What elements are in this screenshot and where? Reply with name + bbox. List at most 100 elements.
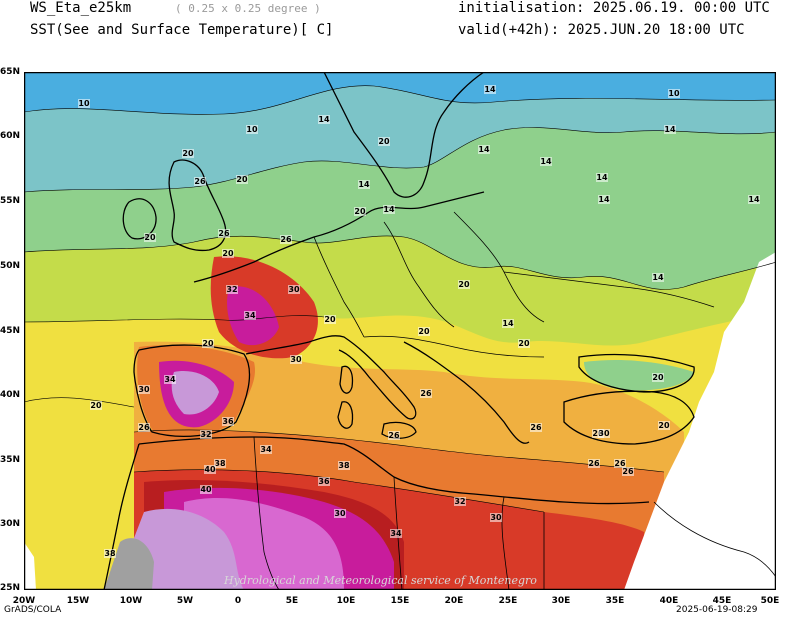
contour-label-bg	[222, 417, 234, 426]
contour-label-bg	[78, 99, 90, 108]
contour-label-bg	[334, 509, 346, 518]
field-iberia-core	[171, 371, 219, 415]
contour-label-bg	[90, 401, 102, 410]
contour-label-bg	[236, 175, 248, 184]
contour-label-bg	[260, 445, 272, 454]
contour-label-bg	[280, 235, 292, 244]
contour-label-bg	[200, 485, 212, 494]
contour-label: 30	[288, 285, 300, 294]
contour-label: 20	[418, 327, 430, 336]
contour-label: 20	[458, 280, 470, 289]
contour-label: 20	[378, 137, 390, 146]
contour-label: 26	[614, 459, 626, 468]
lon-label-45e: 45E	[712, 596, 732, 606]
contour-label: 38	[104, 549, 116, 558]
contour-label-bg	[598, 429, 610, 438]
contour-label: 20	[652, 373, 664, 382]
lat-label-60n: 60N	[0, 131, 21, 141]
contours	[24, 85, 776, 513]
contour-label: 10	[668, 89, 680, 98]
field-band-lt10	[24, 72, 776, 115]
contour-label: 26	[138, 423, 150, 432]
contour-label-bg	[214, 459, 226, 468]
contour-label-bg	[318, 115, 330, 124]
contour-label-bg	[383, 205, 395, 214]
contour-label-bg	[622, 467, 634, 476]
contour-label-bg	[182, 149, 194, 158]
contour-label: 20	[354, 207, 366, 216]
contour-label-bg	[226, 285, 238, 294]
contour-label: 14	[478, 145, 490, 154]
contour-label-bg	[490, 513, 502, 522]
country-borders	[253, 211, 776, 590]
contour-label: 26	[194, 177, 206, 186]
contour-label-bg	[614, 459, 626, 468]
contour-label-bg	[664, 125, 676, 134]
model-title: WS_Eta_e25km	[30, 0, 132, 16]
contour-label-bg	[324, 315, 336, 324]
lon-label-0: 0	[234, 596, 242, 606]
lat-label-30n: 30N	[0, 519, 21, 529]
lon-label-35e: 35E	[605, 596, 625, 606]
field-title: SST(See and Surface Temperature)[ C]	[30, 22, 334, 38]
lat-label-40n: 40N	[0, 390, 21, 400]
contour-label-bg	[748, 195, 760, 204]
lat-label-50n: 50N	[0, 261, 21, 271]
contour-label-bg	[484, 85, 496, 94]
lon-label-15e: 15E	[390, 596, 410, 606]
contour-label-bg	[318, 477, 330, 486]
contour-label-bg	[652, 373, 664, 382]
contour-label: 26	[280, 235, 292, 244]
contour-labels: 10 10 10 14 14 14 14 14 14 14 14 14 14 14 14 20 20 20 20 20…	[78, 85, 760, 558]
lon-label-30e: 30E	[551, 596, 571, 606]
lon-label-20w: 20W	[12, 596, 36, 606]
contour-label: 34	[390, 529, 402, 538]
contour-label: 14	[383, 205, 395, 214]
lat-label-35n: 35N	[0, 455, 21, 465]
contour-label-bg	[420, 389, 432, 398]
contour-label: 10	[246, 125, 258, 134]
contour-label-bg	[338, 461, 350, 470]
contour-label: 20	[324, 315, 336, 324]
contour-label-bg	[502, 319, 514, 328]
contour-label-bg	[164, 375, 176, 384]
contour-label-bg	[144, 233, 156, 242]
map-frame	[24, 72, 776, 590]
field-black-sea	[584, 360, 694, 391]
contour-label-bg	[138, 423, 150, 432]
lon-label-40e: 40E	[659, 596, 679, 606]
contour-label: 26	[588, 459, 600, 468]
contour-label: 26	[622, 467, 634, 476]
contour-label: 30	[598, 429, 610, 438]
contour-label: 40	[200, 485, 212, 494]
contour-label: 20	[518, 339, 530, 348]
field-nodata-sw	[24, 542, 36, 590]
contour-label: 14	[318, 115, 330, 124]
contour-label: 14	[652, 273, 664, 282]
sst-map-canvas: 10 10 10 14 14 14 14 14 14 14 14 14 14 14 14 20 20 20 20 20…	[24, 72, 776, 590]
contour-label: 26	[530, 423, 542, 432]
contour-label-bg	[378, 137, 390, 146]
contour-label-bg	[200, 430, 212, 439]
contour-label-bg	[288, 285, 300, 294]
contour-label-bg	[418, 327, 430, 336]
contour-label-bg	[246, 125, 258, 134]
contour-label: 14	[664, 125, 676, 134]
contour-label: 20	[658, 421, 670, 430]
contour-label: 34	[260, 445, 272, 454]
contour-label: 32	[454, 497, 465, 506]
contour-label-bg	[218, 229, 230, 238]
lat-label-45n: 45N	[0, 326, 21, 336]
contour-label: 30	[138, 385, 150, 394]
contour-label-bg	[358, 180, 370, 189]
lat-label-55n: 55N	[0, 196, 21, 206]
contour-label: 20	[236, 175, 248, 184]
lon-label-25e: 25E	[498, 596, 518, 606]
contour-label-bg	[204, 465, 216, 474]
contour-label: 38	[338, 461, 350, 470]
contour-label-bg	[194, 177, 206, 186]
initialisation-time: initialisation: 2025.06.19. 00:00 UTC	[458, 0, 770, 16]
lat-label-25n: 25N	[0, 583, 21, 593]
contour-label-bg	[104, 549, 116, 558]
contour-label: 14	[598, 195, 610, 204]
